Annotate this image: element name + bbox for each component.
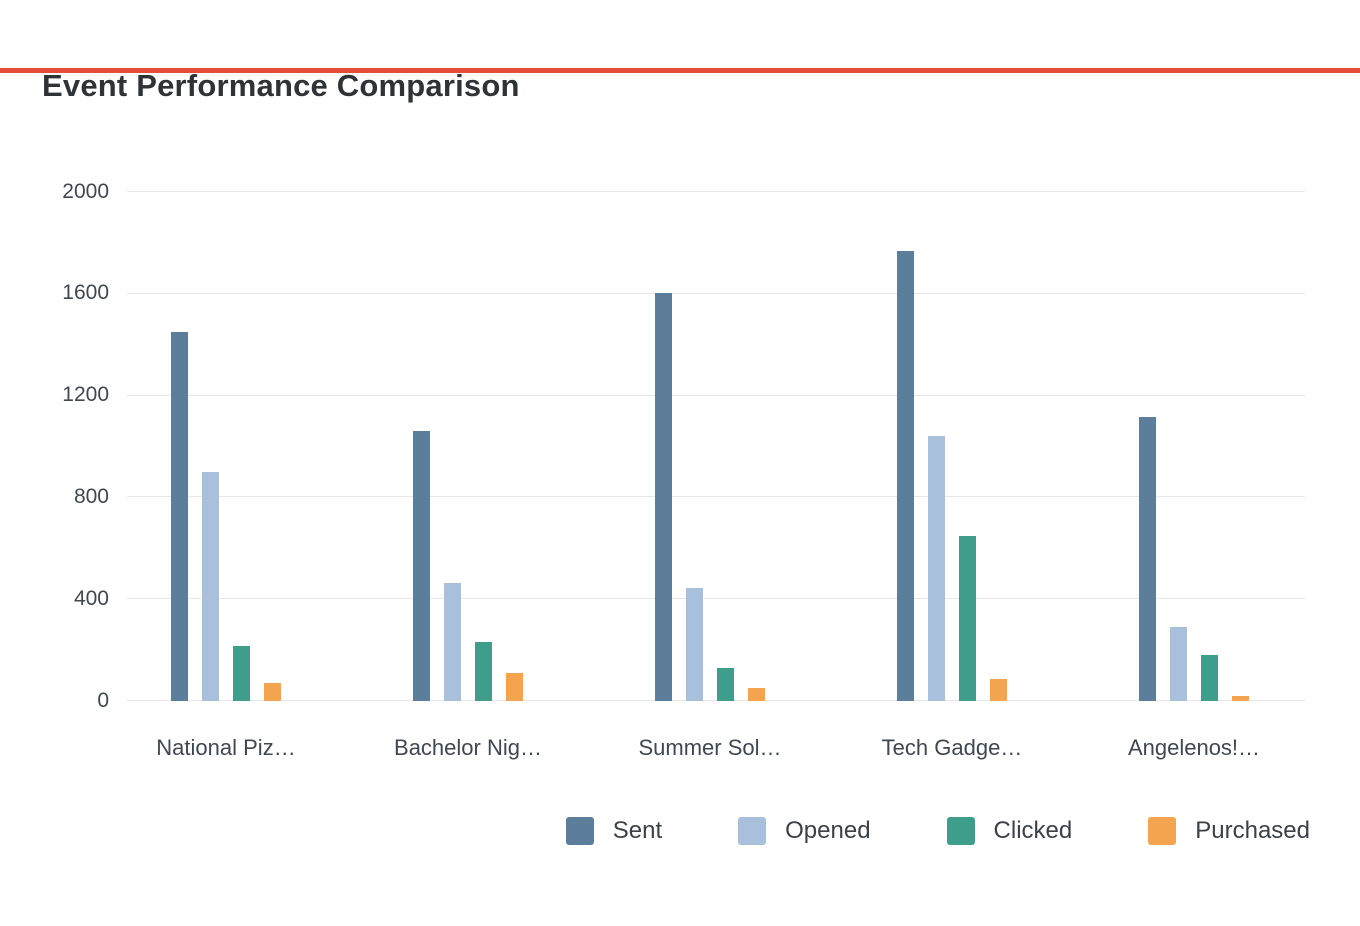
bar-opened[interactable] [444, 582, 461, 701]
bar-clicked[interactable] [233, 646, 250, 701]
x-axis-category-label: Tech Gadge… [881, 735, 1023, 760]
legend-swatch-clicked [946, 817, 975, 845]
legend-swatch-purchased [1148, 817, 1177, 845]
legend: Sent Opened Clicked Purchased [0, 817, 1360, 845]
y-axis-tick-label: 2000 [62, 179, 109, 203]
y-axis-tick-label: 400 [73, 586, 109, 610]
bar-sent[interactable] [171, 331, 188, 701]
bar-sent[interactable] [1139, 417, 1156, 701]
bar-groups [105, 192, 1315, 701]
bar-purchased[interactable] [264, 683, 281, 701]
bar-purchased[interactable] [1232, 695, 1249, 701]
x-axis-labels: National Piz… Bachelor Nig… Summer Sol… Tec… [105, 735, 1315, 761]
gridline: 0 [97, 689, 1305, 712]
bar-opened[interactable] [202, 471, 219, 701]
bar-group [105, 192, 347, 701]
legend-item-clicked[interactable]: Clicked [946, 817, 1073, 845]
bar-purchased[interactable] [506, 673, 523, 701]
bar-clicked[interactable] [959, 535, 976, 701]
legend-label: Purchased [1195, 817, 1310, 844]
x-axis-category-label: Summer Sol… [638, 735, 782, 760]
bar-clicked[interactable] [475, 642, 492, 701]
bar-opened[interactable] [686, 587, 703, 701]
y-axis-tick-label: 1200 [62, 383, 109, 407]
x-axis-category-label: National Piz… [156, 735, 296, 760]
bar-clicked[interactable] [717, 667, 734, 701]
bar-group [589, 192, 831, 701]
legend-item-opened[interactable]: Opened [738, 817, 871, 845]
legend-label: Clicked [993, 817, 1073, 844]
y-axis-tick-label: 0 [97, 688, 109, 712]
legend-swatch-opened [738, 817, 767, 845]
gridline: 800 [74, 485, 1305, 508]
bar-opened[interactable] [1170, 627, 1187, 701]
gridline: 1600 [62, 281, 1305, 304]
bar-sent[interactable] [655, 292, 672, 701]
bar-group [1073, 192, 1315, 701]
gridline: 2000 [62, 180, 1305, 203]
bar-purchased[interactable] [748, 688, 765, 701]
y-axis-tick-label: 1600 [62, 281, 109, 305]
legend-swatch-sent [565, 817, 594, 845]
y-axis-tick-label: 800 [73, 484, 109, 508]
bar-group [347, 192, 589, 701]
chart-page: Event Performance Comparison 0 400 800 1200… [0, 68, 1360, 845]
chart-title: Event Performance Comparison [42, 68, 520, 103]
plot-area: 0 400 800 1200 1600 2000 [62, 180, 1315, 712]
legend-label: Opened [785, 817, 871, 844]
gridline: 1200 [62, 383, 1305, 406]
top-accent-bar [0, 68, 1360, 73]
x-axis-category-label: Bachelor Nig… [394, 735, 542, 760]
bar-sent[interactable] [413, 431, 430, 701]
legend-item-purchased[interactable]: Purchased [1148, 817, 1310, 845]
x-axis-category-label: Angelenos!… [1127, 735, 1261, 760]
bar-purchased[interactable] [990, 679, 1007, 701]
bar-opened[interactable] [928, 436, 945, 701]
bar-sent[interactable] [897, 250, 914, 701]
legend-label: Sent [612, 817, 663, 844]
legend-item-sent[interactable]: Sent [565, 817, 663, 845]
bar-group [831, 192, 1073, 701]
bar-clicked[interactable] [1201, 655, 1218, 701]
gridline: 400 [74, 587, 1305, 610]
